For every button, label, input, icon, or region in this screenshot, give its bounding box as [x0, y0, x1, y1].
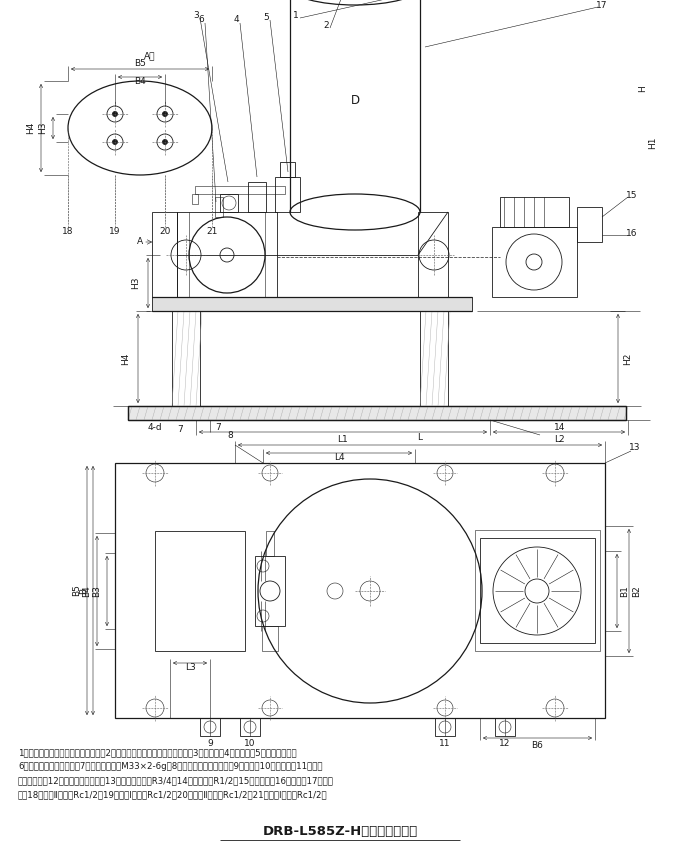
Circle shape	[163, 140, 167, 144]
Bar	[492, 227, 577, 297]
Bar	[195, 186, 285, 194]
Text: 4-d: 4-d	[148, 424, 163, 432]
Bar	[420, 311, 448, 406]
Text: H: H	[639, 85, 647, 92]
Bar	[152, 212, 177, 297]
Text: D: D	[350, 94, 360, 106]
Text: L3: L3	[185, 663, 195, 673]
Text: 7: 7	[177, 426, 183, 434]
Text: B2: B2	[632, 585, 641, 597]
Text: 14: 14	[554, 424, 566, 432]
Bar	[275, 177, 300, 212]
Bar	[500, 197, 569, 227]
Text: B: B	[80, 588, 88, 594]
Text: H1: H1	[649, 136, 658, 149]
Text: 6: 6	[198, 15, 204, 25]
Text: 器低位开关；12、贮油器高位开关；13、润滑油注入口R3/4；14、放油螺塞R1/2；15、油位计；16、泵体；17、贮油: 器低位开关；12、贮油器高位开关；13、润滑油注入口R3/4；14、放油螺塞R1…	[18, 776, 334, 785]
Bar	[495, 718, 515, 736]
Text: 5: 5	[263, 13, 269, 21]
Text: DRB-L585Z-H型电动泵外形图: DRB-L585Z-H型电动泵外形图	[262, 825, 418, 838]
Text: B6: B6	[532, 740, 543, 750]
Text: H4: H4	[122, 353, 131, 365]
Bar	[255, 556, 285, 626]
Text: 3: 3	[193, 10, 199, 20]
Text: 12: 12	[499, 739, 511, 747]
Text: 1: 1	[293, 10, 299, 20]
Text: 20: 20	[159, 227, 171, 237]
Text: B1: B1	[620, 585, 630, 597]
Bar	[177, 212, 277, 297]
Bar	[215, 197, 223, 217]
Bar	[240, 718, 260, 736]
Text: L2: L2	[554, 434, 564, 444]
Text: 18: 18	[63, 227, 73, 237]
Bar	[152, 297, 472, 311]
Bar	[418, 212, 448, 297]
Text: 2: 2	[323, 21, 329, 29]
Bar	[248, 182, 266, 212]
Text: 6、电磁换向阀调节螺栓；7、润滑脂补给口M33×2-6g；8、电磁换向阀限位开关；9、吊环；10、接线盒；11、贮油: 6、电磁换向阀调节螺栓；7、润滑脂补给口M33×2-6g；8、电磁换向阀限位开关…	[18, 762, 322, 771]
Text: A向: A向	[144, 51, 156, 61]
Text: H3: H3	[39, 122, 48, 134]
Bar	[128, 406, 626, 420]
Text: 7: 7	[215, 424, 221, 432]
Bar	[220, 194, 238, 212]
Text: 17: 17	[596, 1, 608, 9]
Bar	[155, 531, 245, 651]
Text: B5: B5	[134, 58, 146, 68]
Text: H3: H3	[131, 277, 141, 289]
Bar	[577, 207, 602, 242]
Text: 器；18、管路Ⅱ回油口Rc1/2；19、管路Ⅰ出油口Rc1/2；20、管路Ⅱ出油口Rc1/2；21、管路Ⅰ回油口Rc1/2；: 器；18、管路Ⅱ回油口Rc1/2；19、管路Ⅰ出油口Rc1/2；20、管路Ⅱ出油…	[18, 790, 328, 799]
Text: H2: H2	[624, 353, 632, 365]
Circle shape	[163, 112, 167, 117]
Bar	[115, 463, 605, 718]
Bar	[435, 718, 455, 736]
Bar	[262, 626, 278, 651]
Text: A: A	[137, 238, 143, 246]
Text: B3: B3	[92, 585, 101, 597]
Text: 10: 10	[244, 739, 256, 747]
Bar	[280, 162, 295, 177]
Text: 9: 9	[207, 739, 213, 747]
Text: 8: 8	[227, 431, 233, 439]
Text: 15: 15	[626, 190, 638, 200]
Circle shape	[112, 112, 118, 117]
Text: L: L	[418, 433, 422, 443]
Bar	[200, 718, 220, 736]
Text: B4: B4	[82, 585, 92, 597]
Circle shape	[112, 140, 118, 144]
Bar	[192, 194, 198, 204]
Text: 19: 19	[109, 227, 121, 237]
Bar	[172, 311, 200, 406]
Text: 1、排气阀（贮油器活塞下部空气）；2、排气阀（贮油器活塞上部空气）；3、压力表；4、安全阀；5、电磁换向阀；: 1、排气阀（贮油器活塞下部空气）；2、排气阀（贮油器活塞上部空气）；3、压力表；…	[18, 748, 296, 757]
Text: 13: 13	[629, 444, 641, 452]
Text: B5: B5	[73, 584, 82, 596]
Text: 16: 16	[626, 228, 638, 238]
Text: 11: 11	[439, 739, 451, 747]
Text: H4: H4	[27, 122, 35, 134]
Text: B4: B4	[134, 77, 146, 87]
Bar	[480, 538, 595, 643]
Text: 4: 4	[233, 15, 239, 25]
Text: L4: L4	[334, 454, 344, 462]
Text: 21: 21	[206, 227, 218, 237]
Text: L1: L1	[338, 434, 348, 444]
Bar	[266, 531, 274, 556]
Bar	[475, 530, 600, 651]
